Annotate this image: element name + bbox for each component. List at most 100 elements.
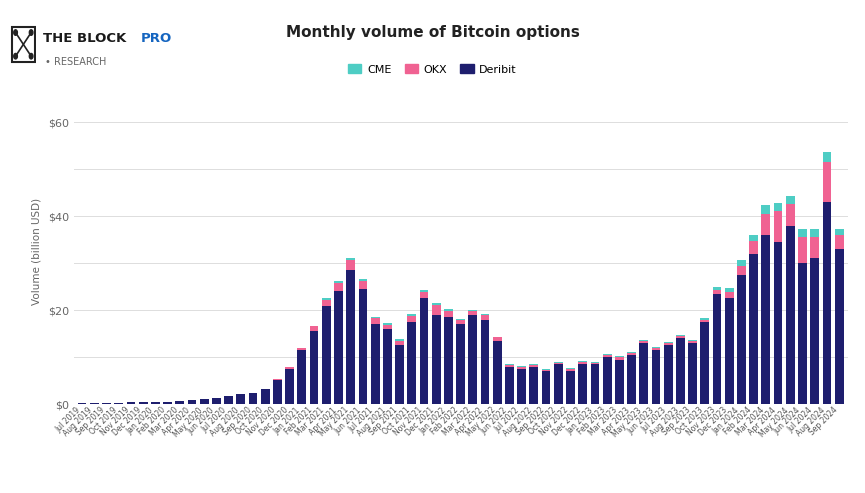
Bar xyxy=(591,362,599,363)
Bar xyxy=(358,289,368,404)
Bar xyxy=(603,354,612,355)
Bar xyxy=(371,317,380,318)
Bar xyxy=(407,314,416,316)
Bar xyxy=(517,367,526,369)
Bar xyxy=(346,258,356,260)
Bar xyxy=(395,339,404,341)
Bar xyxy=(456,324,465,404)
Bar xyxy=(676,338,685,404)
Bar xyxy=(761,206,770,214)
Bar xyxy=(663,342,673,343)
Bar xyxy=(420,290,428,292)
Bar xyxy=(823,152,831,162)
Bar xyxy=(395,341,404,346)
Bar xyxy=(383,325,392,329)
Bar xyxy=(151,402,160,404)
Bar xyxy=(248,393,258,404)
Bar xyxy=(591,363,599,364)
Bar xyxy=(651,347,660,348)
Bar xyxy=(444,309,452,311)
Bar xyxy=(493,337,502,338)
Bar xyxy=(285,367,294,369)
Bar xyxy=(432,303,440,305)
Bar xyxy=(749,254,758,404)
Bar xyxy=(529,367,538,404)
Bar xyxy=(798,237,807,263)
Bar xyxy=(639,343,648,404)
Bar xyxy=(627,352,636,353)
Bar xyxy=(358,279,368,281)
Bar xyxy=(444,317,452,404)
Bar xyxy=(517,366,526,367)
Text: • RESEARCH: • RESEARCH xyxy=(45,57,106,67)
Bar xyxy=(481,319,490,404)
Bar xyxy=(823,202,831,404)
Bar xyxy=(689,340,697,341)
Bar xyxy=(407,322,416,404)
Bar xyxy=(432,315,440,404)
Bar xyxy=(371,318,380,324)
Bar xyxy=(798,263,807,404)
Bar xyxy=(90,403,99,404)
Bar xyxy=(176,401,184,404)
Bar xyxy=(627,353,636,355)
Bar xyxy=(835,249,843,404)
Bar xyxy=(566,371,575,404)
Bar xyxy=(761,214,770,235)
Bar xyxy=(273,380,282,404)
Bar xyxy=(529,364,538,365)
Bar xyxy=(773,203,783,211)
Bar xyxy=(761,235,770,404)
Bar xyxy=(469,311,477,315)
Bar xyxy=(603,357,612,404)
Bar xyxy=(615,356,624,357)
Bar xyxy=(322,306,330,404)
Bar xyxy=(701,318,709,320)
Bar xyxy=(334,281,343,283)
Bar xyxy=(773,242,783,404)
Bar xyxy=(78,403,86,404)
Bar xyxy=(725,292,734,298)
Bar xyxy=(713,294,721,404)
Bar xyxy=(786,226,795,404)
Bar xyxy=(701,320,709,322)
Bar xyxy=(163,402,172,404)
Text: THE BLOCK: THE BLOCK xyxy=(43,32,131,45)
Bar xyxy=(529,365,538,367)
Bar xyxy=(737,267,746,275)
Bar xyxy=(200,399,208,404)
Bar xyxy=(835,235,843,249)
Bar xyxy=(541,369,550,370)
Bar xyxy=(420,292,428,298)
Bar xyxy=(811,229,819,237)
Bar xyxy=(566,369,575,371)
Text: Monthly volume of Bitcoin options: Monthly volume of Bitcoin options xyxy=(285,25,580,39)
Bar xyxy=(383,323,392,325)
Bar xyxy=(639,341,648,343)
Bar xyxy=(689,341,697,343)
Bar xyxy=(541,371,550,404)
Bar xyxy=(493,338,502,341)
Bar xyxy=(713,289,721,294)
Bar xyxy=(811,237,819,258)
Bar xyxy=(322,300,330,306)
Bar xyxy=(395,346,404,404)
Bar xyxy=(737,275,746,404)
Bar xyxy=(383,329,392,404)
Bar xyxy=(749,235,758,241)
Bar xyxy=(579,362,587,364)
Bar xyxy=(591,364,599,404)
Bar xyxy=(261,389,270,404)
Bar xyxy=(310,331,318,404)
Bar xyxy=(651,350,660,404)
Bar xyxy=(554,364,563,404)
Bar xyxy=(603,355,612,357)
Bar xyxy=(310,326,318,331)
Bar xyxy=(676,335,685,336)
Bar xyxy=(469,315,477,404)
Bar xyxy=(786,205,795,226)
Bar xyxy=(579,361,587,362)
Bar xyxy=(285,369,294,404)
Bar xyxy=(188,400,196,404)
Bar xyxy=(346,260,356,270)
